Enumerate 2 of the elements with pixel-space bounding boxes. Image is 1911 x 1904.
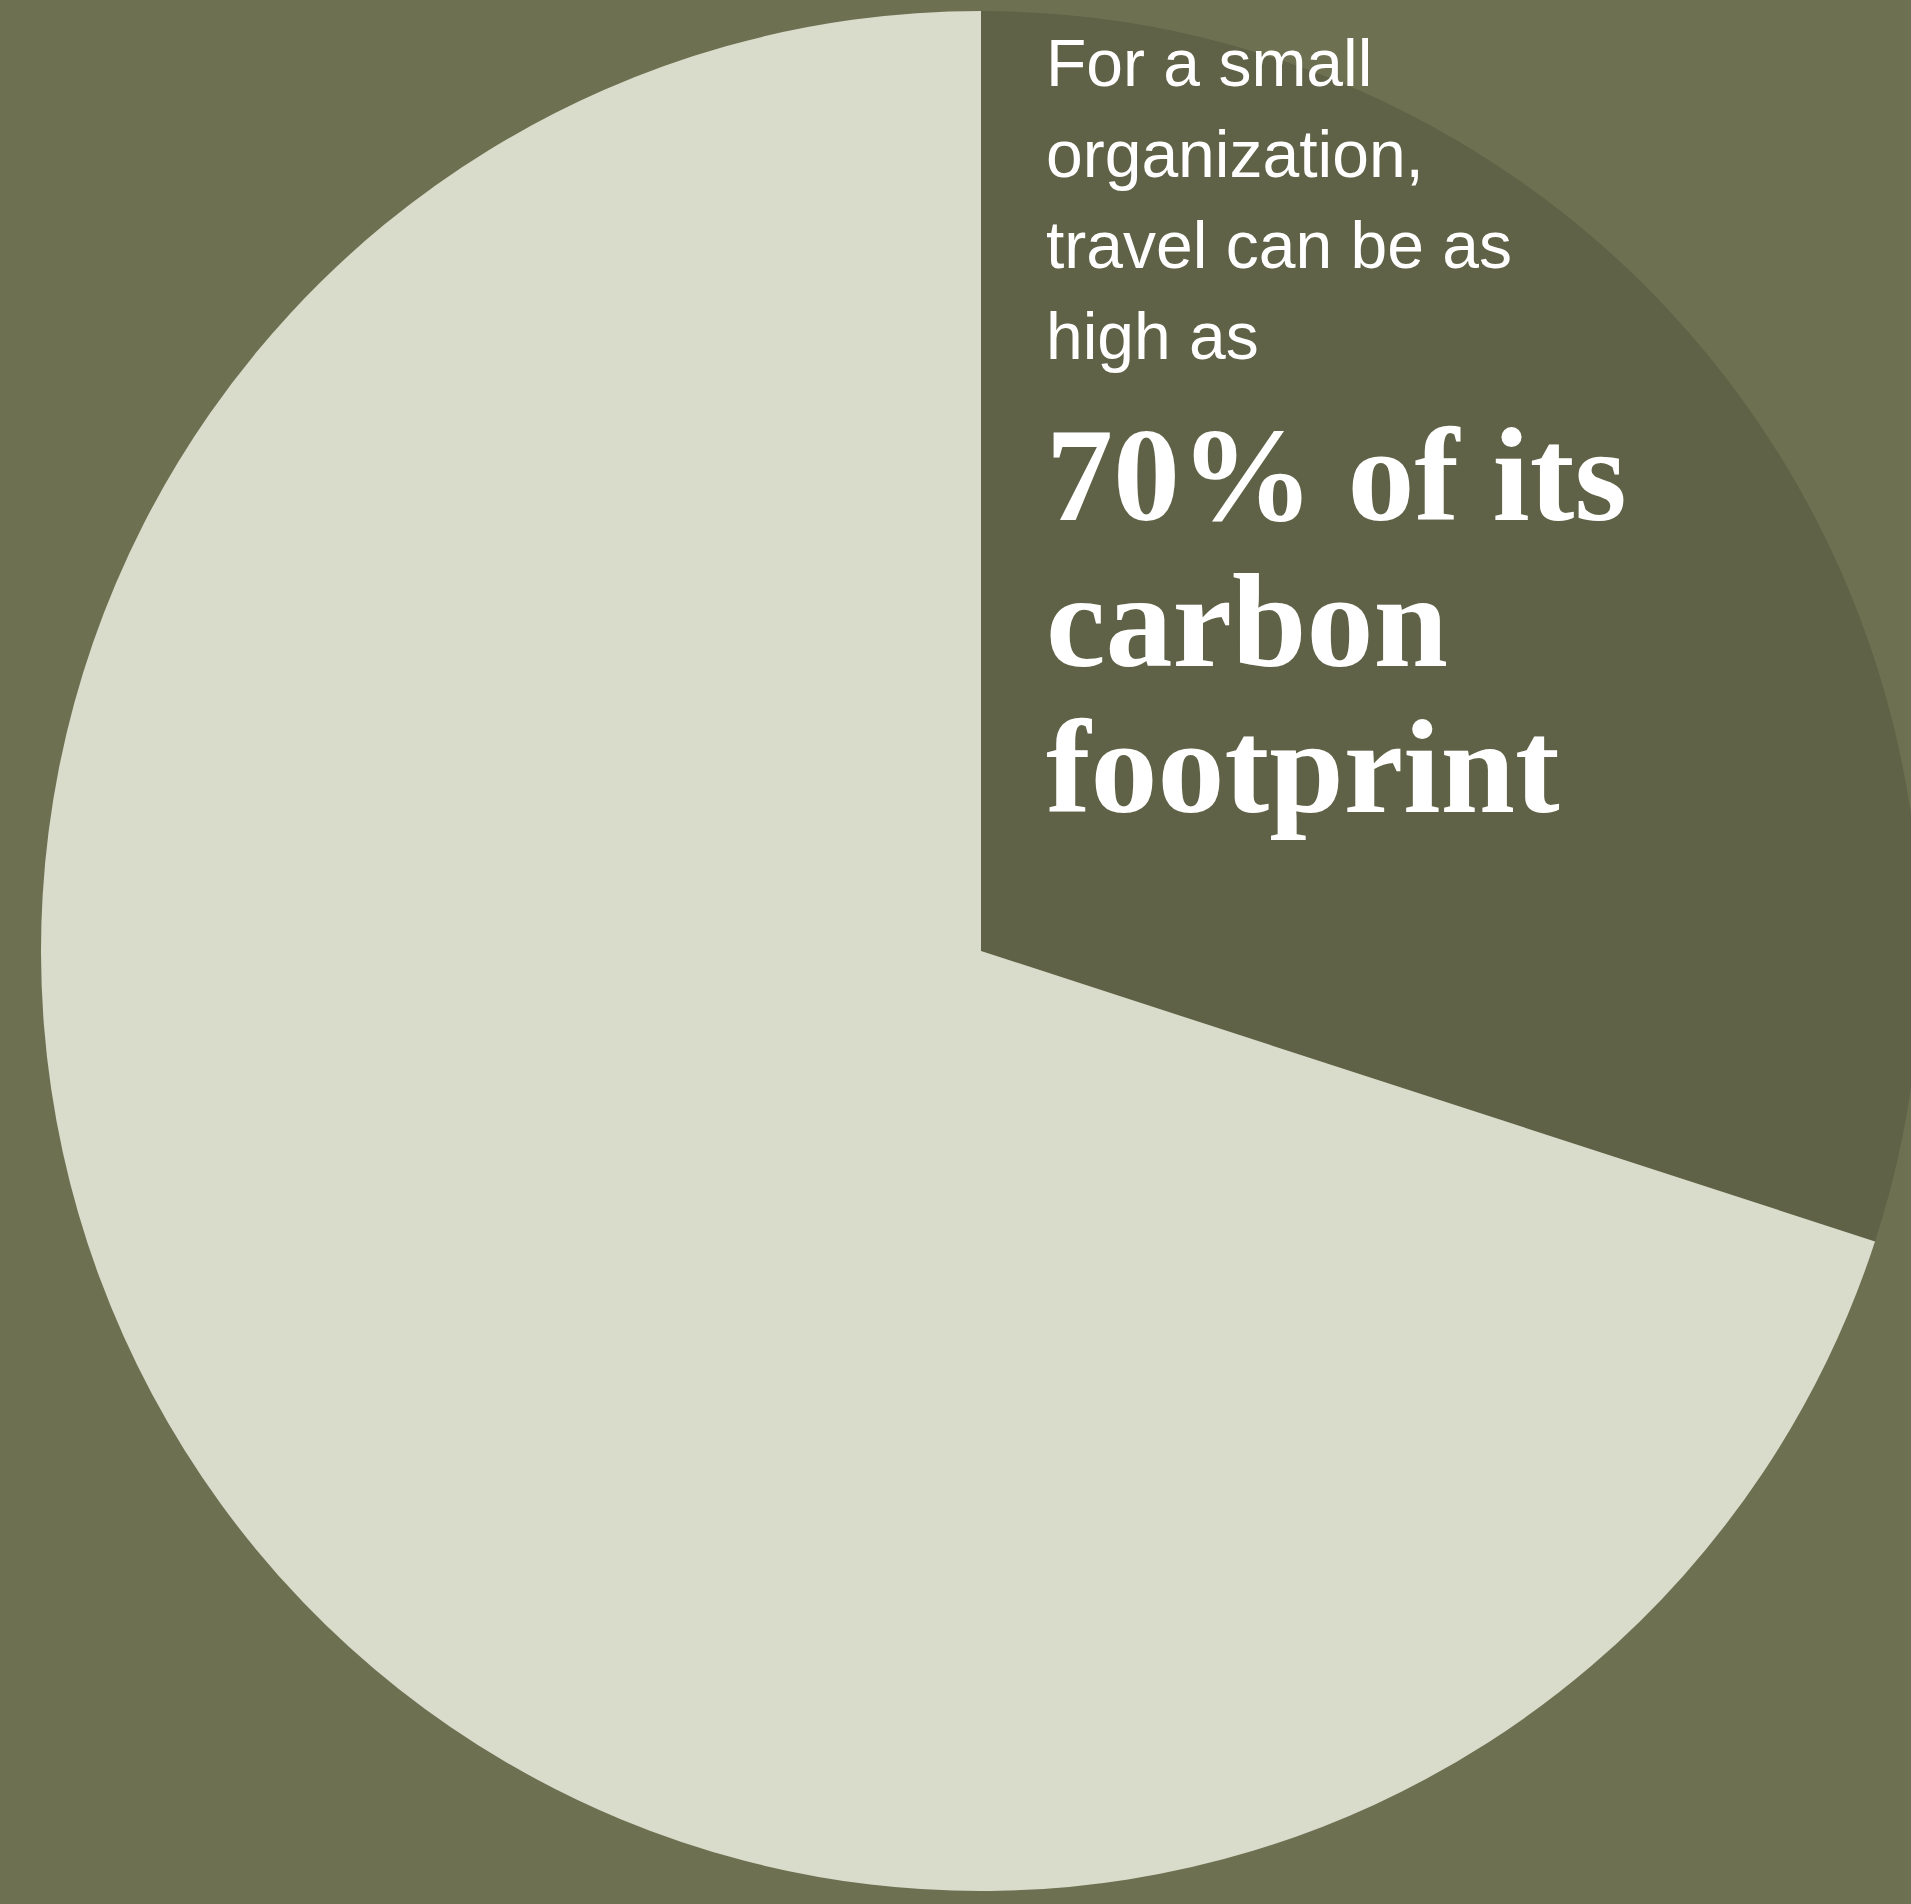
text: 70% of its carbon footprint xyxy=(1046,401,1628,841)
text: For a small organization, travel can be as high as xyxy=(1046,25,1513,375)
